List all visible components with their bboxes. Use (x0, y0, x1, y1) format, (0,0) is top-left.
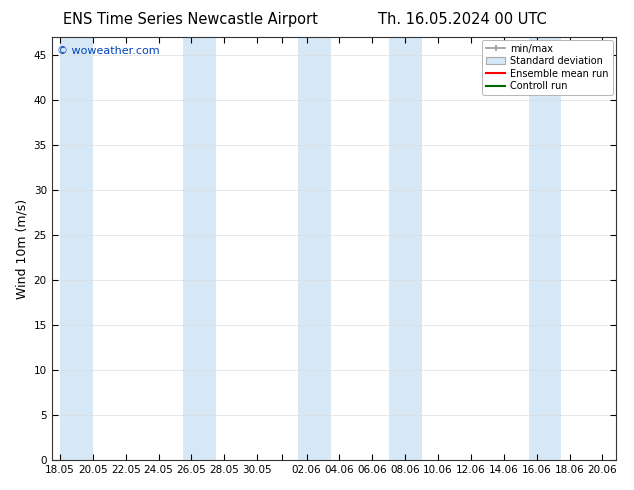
Text: ENS Time Series Newcastle Airport: ENS Time Series Newcastle Airport (63, 12, 318, 27)
Bar (299, 37, 331, 460)
Y-axis label: Wind 10m (m/s): Wind 10m (m/s) (15, 198, 28, 299)
Bar (389, 37, 422, 460)
Legend: min/max, Standard deviation, Ensemble mean run, Controll run: min/max, Standard deviation, Ensemble me… (482, 40, 612, 95)
Bar (529, 37, 561, 460)
Text: © woweather.com: © woweather.com (57, 46, 160, 55)
Bar (183, 37, 216, 460)
Text: Th. 16.05.2024 00 UTC: Th. 16.05.2024 00 UTC (378, 12, 547, 27)
Bar (60, 37, 93, 460)
